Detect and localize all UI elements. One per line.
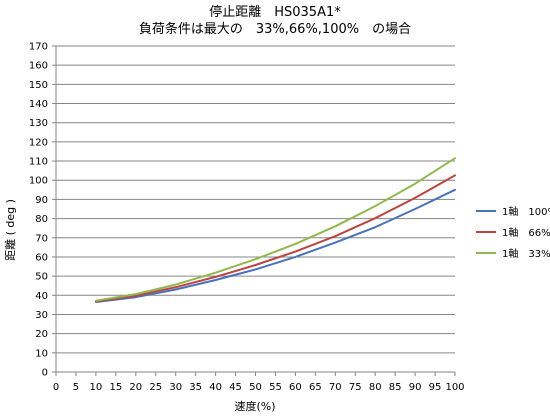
x-tick-label: 45 (229, 382, 242, 393)
chart-title: 停止距離 HS035A1* (209, 4, 341, 20)
y-tick-label: 30 (35, 310, 48, 321)
series-lines (94, 157, 456, 303)
y-tick-label: 0 (42, 368, 48, 379)
x-tick-label: 55 (269, 382, 282, 393)
y-tick-label: 110 (29, 157, 48, 168)
y-tick-label: 90 (35, 195, 48, 206)
y-tick-label: 160 (29, 61, 48, 72)
y-tick-label: 150 (29, 80, 48, 91)
x-tick-label: 70 (329, 382, 342, 393)
x-tick-label: 20 (129, 382, 142, 393)
x-axis-label: 速度(%) (234, 399, 275, 413)
y-tick-label: 170 (29, 42, 48, 53)
y-tick-label: 70 (35, 233, 48, 244)
y-tick-label: 140 (29, 99, 48, 110)
gridlines (56, 45, 455, 354)
y-axis-ticks: 0 10 20 30 40 50 60 70 80 90 100 110 120 130 140 150 160… (29, 42, 56, 379)
x-tick-label: 25 (149, 382, 162, 393)
legend-label-1: 1軸 100% (502, 205, 550, 218)
series-line-3 (94, 157, 456, 302)
x-tick-label: 0 (53, 382, 59, 393)
x-tick-label: 95 (429, 382, 442, 393)
x-axis-ticks: 0 5 10 15 20 25 30 35 40 45 50 55 60 65 70 75 80 85 90 95 10… (53, 372, 465, 393)
series-line-2 (94, 174, 456, 303)
y-tick-label: 20 (35, 329, 48, 340)
chart-subtitle: 負荷条件は最大の 33%,66%,100% の場合 (139, 21, 411, 37)
legend-label-3: 1軸 33% (502, 247, 550, 260)
x-tick-label: 40 (209, 382, 222, 393)
x-tick-label: 90 (409, 382, 422, 393)
x-tick-label: 100 (445, 382, 464, 393)
legend: 1軸 100% 1軸 66% 1軸 33% (476, 205, 550, 260)
y-tick-label: 80 (35, 214, 48, 225)
y-tick-label: 130 (29, 118, 48, 129)
y-tick-label: 10 (35, 348, 48, 359)
x-tick-label: 85 (389, 382, 402, 393)
x-tick-label: 80 (369, 382, 382, 393)
y-tick-label: 60 (35, 252, 48, 263)
x-tick-label: 60 (289, 382, 302, 393)
x-tick-label: 10 (90, 382, 103, 393)
y-axis-label: 距離 ( deg ) (3, 199, 17, 261)
x-tick-label: 65 (309, 382, 322, 393)
legend-label-2: 1軸 66% (502, 226, 550, 239)
y-tick-label: 50 (35, 272, 48, 283)
x-tick-label: 35 (189, 382, 202, 393)
x-tick-label: 15 (109, 382, 122, 393)
x-tick-label: 50 (249, 382, 262, 393)
series-line-1 (94, 188, 456, 303)
x-tick-label: 75 (349, 382, 362, 393)
y-tick-label: 100 (29, 176, 48, 187)
y-tick-label: 40 (35, 291, 48, 302)
y-tick-label: 120 (29, 137, 48, 148)
x-tick-label: 5 (73, 382, 79, 393)
x-tick-label: 30 (169, 382, 182, 393)
